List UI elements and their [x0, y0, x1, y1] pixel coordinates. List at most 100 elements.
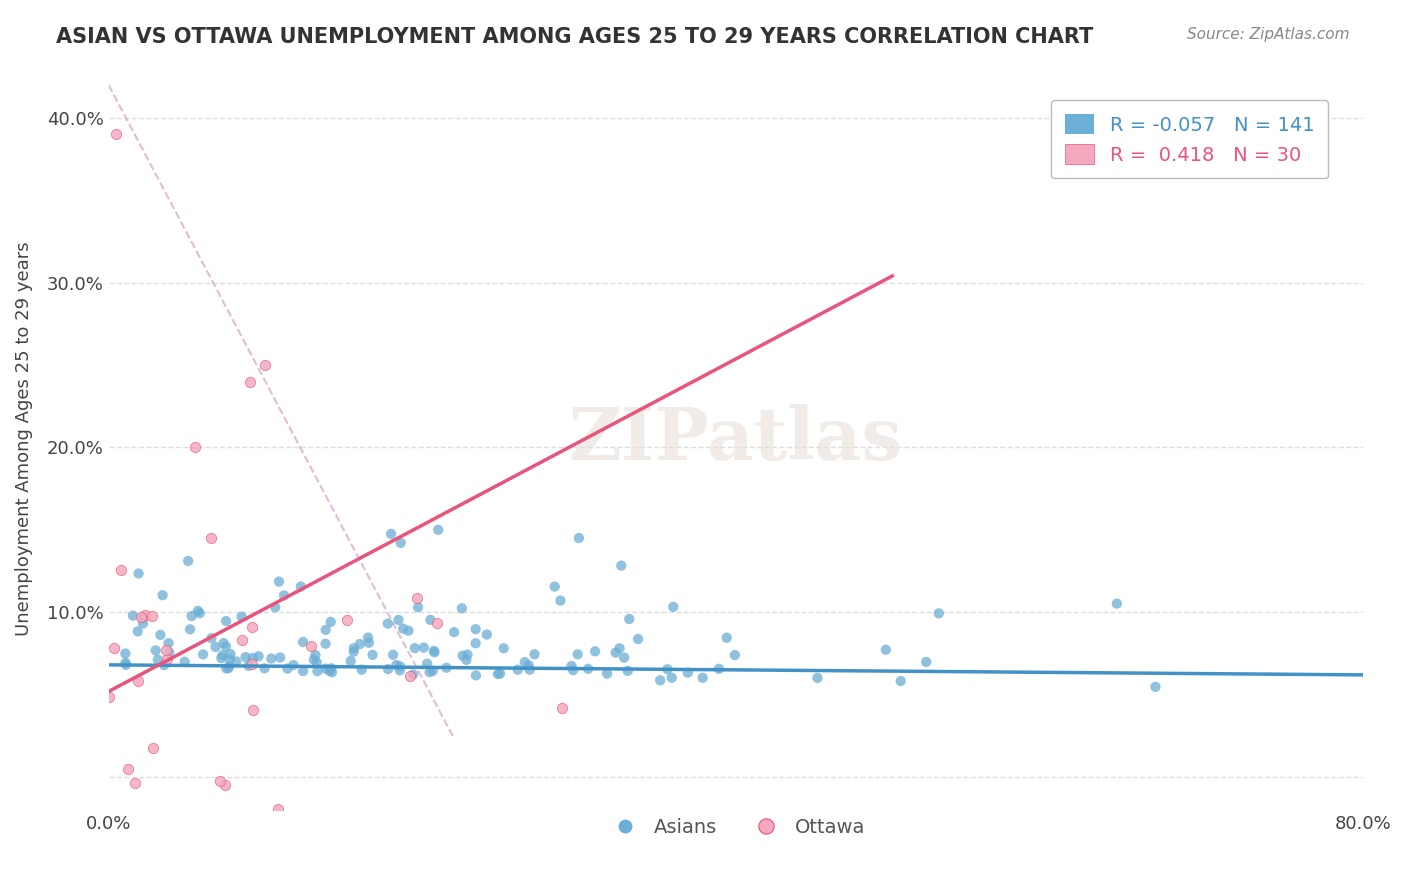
Point — [231, 633, 253, 648]
Point — [724, 648, 747, 662]
Point — [1105, 597, 1128, 611]
Point — [315, 623, 337, 637]
Point — [392, 622, 415, 636]
Point — [692, 671, 714, 685]
Point — [304, 648, 326, 662]
Point — [339, 654, 361, 668]
Point — [506, 663, 529, 677]
Point — [605, 646, 627, 660]
Point — [443, 625, 465, 640]
Point — [260, 651, 283, 665]
Point — [231, 609, 253, 624]
Point — [412, 640, 434, 655]
Point — [456, 653, 478, 667]
Point — [406, 591, 429, 606]
Point — [211, 648, 233, 663]
Point — [560, 659, 582, 673]
Point — [267, 574, 290, 589]
Point — [209, 651, 232, 665]
Point — [114, 656, 136, 670]
Point — [173, 655, 195, 669]
Point — [254, 358, 277, 372]
Point — [127, 673, 149, 688]
Point — [427, 523, 450, 537]
Point — [191, 648, 214, 662]
Text: ASIAN VS OTTAWA UNEMPLOYMENT AMONG AGES 25 TO 29 YEARS CORRELATION CHART: ASIAN VS OTTAWA UNEMPLOYMENT AMONG AGES … — [56, 27, 1094, 46]
Point — [134, 607, 156, 622]
Point — [124, 776, 146, 790]
Point — [321, 661, 343, 675]
Point — [155, 643, 177, 657]
Point — [319, 615, 342, 629]
Point — [276, 662, 298, 676]
Point — [315, 637, 337, 651]
Point — [242, 651, 264, 665]
Point — [562, 663, 585, 677]
Point — [146, 652, 169, 666]
Point — [382, 648, 405, 662]
Point — [550, 593, 572, 607]
Point — [389, 659, 412, 673]
Point — [115, 657, 138, 672]
Point — [436, 661, 458, 675]
Point — [519, 663, 541, 677]
Point — [200, 531, 222, 545]
Point — [208, 774, 231, 789]
Point — [492, 641, 515, 656]
Point — [302, 652, 325, 666]
Point — [404, 641, 426, 656]
Point — [475, 627, 498, 641]
Point — [336, 613, 359, 627]
Point — [398, 669, 420, 683]
Point — [419, 613, 441, 627]
Point — [105, 128, 128, 142]
Point — [292, 635, 315, 649]
Point — [315, 662, 337, 676]
Point — [247, 649, 270, 664]
Point — [350, 663, 373, 677]
Point — [321, 665, 343, 680]
Point — [385, 658, 408, 673]
Point — [215, 661, 238, 675]
Point — [290, 580, 312, 594]
Point — [264, 600, 287, 615]
Point — [238, 659, 260, 673]
Text: Source: ZipAtlas.com: Source: ZipAtlas.com — [1187, 27, 1350, 42]
Point — [212, 636, 235, 650]
Point — [806, 671, 828, 685]
Point — [283, 658, 305, 673]
Point — [240, 657, 263, 671]
Point — [380, 527, 402, 541]
Point — [423, 645, 446, 659]
Point — [127, 624, 149, 639]
Point — [486, 667, 509, 681]
Text: ZIPatlas: ZIPatlas — [568, 404, 903, 475]
Point — [157, 645, 180, 659]
Point — [610, 558, 633, 573]
Point — [402, 667, 425, 681]
Point — [361, 648, 384, 662]
Point — [457, 648, 479, 662]
Point — [184, 441, 207, 455]
Point — [915, 655, 938, 669]
Point — [890, 673, 912, 688]
Point — [110, 563, 132, 577]
Point — [928, 607, 950, 621]
Point — [217, 661, 239, 675]
Point — [388, 664, 411, 678]
Point — [128, 566, 150, 581]
Point — [396, 624, 419, 638]
Point — [406, 600, 429, 615]
Point — [357, 631, 380, 645]
Point — [149, 628, 172, 642]
Point — [523, 647, 546, 661]
Point — [180, 609, 202, 624]
Point — [142, 741, 165, 756]
Point — [267, 802, 290, 816]
Point — [465, 668, 488, 682]
Point — [596, 666, 619, 681]
Point — [343, 645, 366, 659]
Point — [225, 655, 247, 669]
Point — [716, 631, 738, 645]
Point — [114, 647, 136, 661]
